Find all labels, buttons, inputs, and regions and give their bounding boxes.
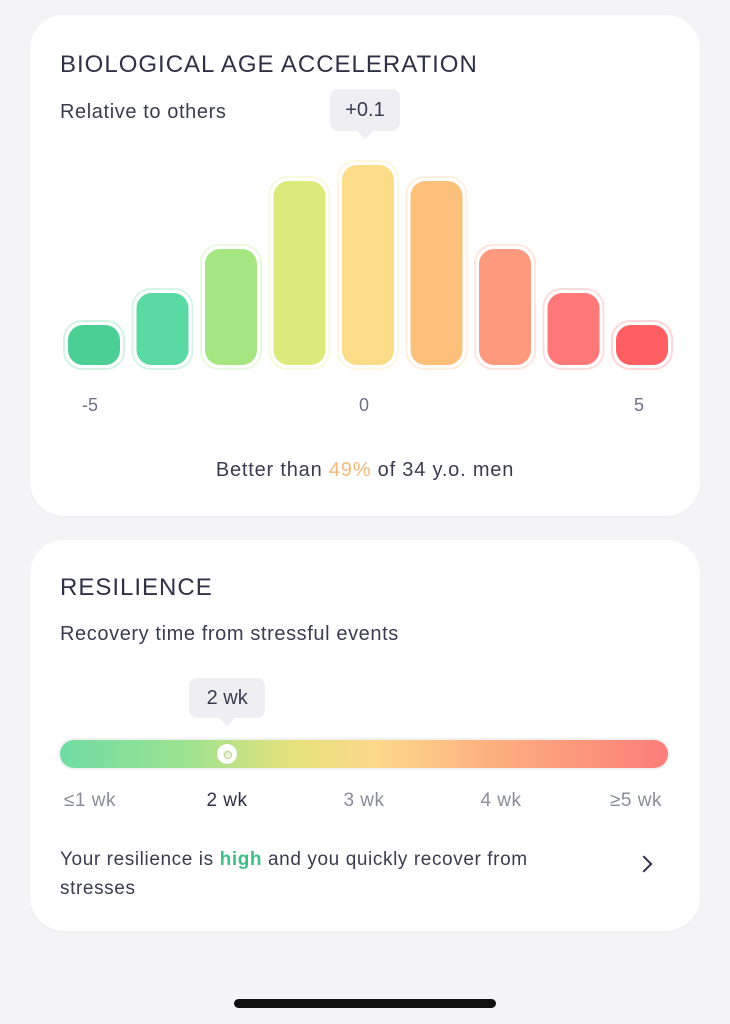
bio-age-percentile-text: Better than 49% of 34 y.o. men	[30, 459, 700, 482]
resilience-card[interactable]: RESILIENCE Recovery time from stressful …	[30, 540, 700, 931]
summary-suffix: and you quickly recover from stresses	[60, 849, 528, 899]
histogram-bar--3	[136, 293, 189, 365]
histogram-bar-1	[410, 181, 463, 365]
bar-halo	[405, 176, 468, 370]
resilience-scale-track	[60, 740, 668, 768]
resilience-marker	[217, 744, 238, 764]
x-tick-mid: 0	[358, 395, 370, 415]
bar-halo	[542, 288, 605, 370]
scale-label-2wk: 2 wk	[206, 790, 248, 811]
bar-halo	[63, 320, 125, 370]
x-tick-max: 5	[633, 395, 645, 415]
resilience-title: RESILIENCE	[60, 574, 213, 601]
x-tick-min: -5	[81, 395, 99, 415]
histogram-bar--4	[68, 325, 120, 365]
bio-age-title: BIOLOGICAL AGE ACCELERATION	[60, 51, 478, 78]
summary-highlight: high	[219, 849, 263, 870]
histogram-bar-0	[342, 165, 394, 365]
resilience-marker-dot	[224, 751, 233, 759]
bar-halo	[131, 288, 194, 370]
home-indicator	[234, 999, 496, 1008]
bar-halo	[611, 320, 673, 370]
resilience-subtitle: Recovery time from stressful events	[60, 623, 399, 645]
stat-percent: 49%	[328, 459, 372, 481]
histogram-bar--2	[205, 249, 257, 365]
histogram-bar-3	[547, 293, 600, 365]
histogram-bar-4	[616, 325, 668, 365]
bio-age-callout: +0.1	[330, 89, 400, 139]
stat-prefix: Better than	[215, 459, 323, 481]
scale-label-5wk: ≥5 wk	[610, 790, 662, 811]
bar-halo	[268, 176, 331, 370]
histogram-bar--1	[273, 181, 326, 365]
chevron-right-icon[interactable]	[635, 855, 653, 873]
stat-suffix: of 34 y.o. men	[377, 459, 515, 481]
resilience-summary: Your resilience is high and you quickly …	[60, 845, 580, 903]
bio-age-callout-value: +0.1	[345, 99, 385, 121]
resilience-callout: 2 wk	[189, 678, 266, 726]
bio-age-subtitle: Relative to others	[60, 101, 227, 123]
bar-halo	[337, 160, 399, 370]
histogram-bar-2	[479, 249, 531, 365]
resilience-callout-value: 2 wk	[206, 687, 248, 709]
bar-halo	[474, 244, 536, 370]
bar-halo	[200, 244, 262, 370]
bio-age-histogram	[63, 160, 673, 370]
scale-label-4wk: 4 wk	[480, 790, 522, 811]
bio-age-card: BIOLOGICAL AGE ACCELERATION Relative to …	[30, 15, 700, 516]
scale-label-3wk: 3 wk	[343, 790, 385, 811]
scale-label-1wk: ≤1 wk	[64, 790, 116, 811]
summary-prefix: Your resilience is	[60, 849, 214, 870]
